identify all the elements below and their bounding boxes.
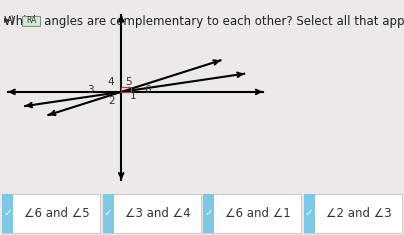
Text: Which angles are complementary to each other? Select all that apply.: Which angles are complementary to each o… bbox=[4, 15, 404, 28]
Text: ∠6 and ∠1: ∠6 and ∠1 bbox=[225, 207, 291, 220]
Text: RA: RA bbox=[26, 16, 37, 25]
Text: ✓: ✓ bbox=[3, 208, 12, 218]
Text: 3: 3 bbox=[88, 85, 94, 95]
Text: ∠2 and ∠3: ∠2 and ∠3 bbox=[326, 207, 391, 220]
Text: ✓: ✓ bbox=[305, 208, 314, 218]
Text: 4: 4 bbox=[108, 77, 114, 87]
Text: ✓: ✓ bbox=[204, 208, 213, 218]
Text: 6: 6 bbox=[144, 85, 151, 95]
Text: ∠6 and ∠5: ∠6 and ∠5 bbox=[24, 207, 90, 220]
Bar bbox=[121, 87, 131, 92]
Text: 1: 1 bbox=[130, 91, 137, 102]
Text: 2: 2 bbox=[108, 96, 114, 106]
Text: ►): ►) bbox=[4, 15, 15, 25]
Text: ✓: ✓ bbox=[104, 208, 113, 218]
Bar bbox=[22, 16, 40, 26]
Text: 5: 5 bbox=[125, 77, 132, 87]
Text: ∠3 and ∠4: ∠3 and ∠4 bbox=[124, 207, 190, 220]
